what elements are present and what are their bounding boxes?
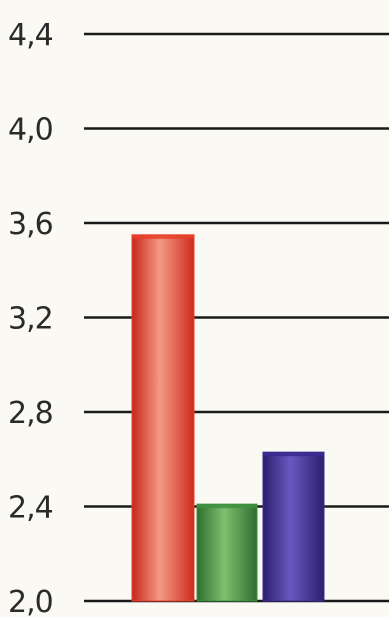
- bars: [131, 234, 325, 602]
- y-axis-tick-labels: 2,0 2,4 2,8 3,2 3,6 4,0 4,4: [8, 18, 54, 617]
- bar: [131, 234, 195, 602]
- y-tick-label: 2,0: [8, 585, 53, 617]
- y-tick-label: 3,6: [8, 207, 53, 242]
- bar-top-cap: [132, 234, 194, 239]
- bar: [196, 503, 258, 602]
- bar: [262, 451, 325, 602]
- y-tick-label: 4,4: [8, 18, 53, 53]
- y-tick-label: 3,2: [8, 302, 53, 337]
- bar-top-cap: [197, 504, 257, 509]
- bar-top-cap: [263, 452, 324, 457]
- y-tick-label: 2,8: [8, 396, 53, 431]
- y-tick-label: 4,0: [8, 113, 53, 148]
- y-tick-label: 2,4: [8, 491, 53, 526]
